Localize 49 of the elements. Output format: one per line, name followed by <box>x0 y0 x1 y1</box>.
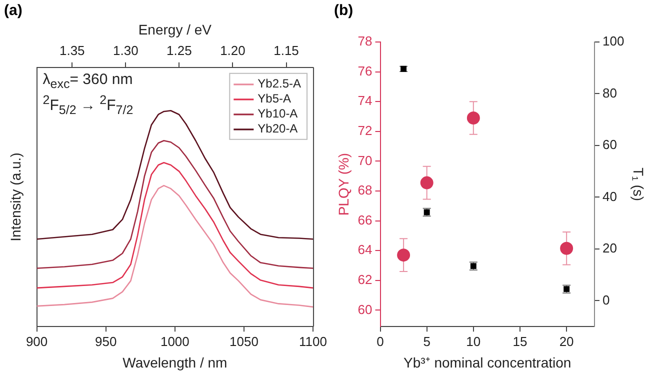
point <box>397 248 410 262</box>
y-tick-label: 70 <box>358 152 372 168</box>
text: λ$_{exc}$= 360 nm <box>42 71 133 92</box>
y2-tick-label: 100 <box>602 34 624 49</box>
legend-label: Yb20-A <box>258 122 298 136</box>
y-axis-title: Intensity (a.u.) <box>7 152 24 242</box>
y-tick-label: 78 <box>358 34 372 49</box>
x-tick-label: 1100 <box>299 334 328 349</box>
x-tick-label: 950 <box>95 334 117 349</box>
y2-tick-label: 80 <box>602 85 617 100</box>
x-axis-title: Wavelength / nm <box>122 354 228 370</box>
legend-label: Yb2.5-A <box>258 76 302 91</box>
x-tick-label: 15 <box>512 334 528 349</box>
x-tick-label: 20 <box>559 334 574 349</box>
y-tick-label: 76 <box>358 63 372 78</box>
y2-tick-label: 40 <box>602 188 617 204</box>
point <box>420 176 434 190</box>
y2-tick-label: 20 <box>602 240 617 256</box>
x2-tick-label: 1.25 <box>166 43 192 58</box>
y2-axis-title: T₁ (s) <box>630 168 647 202</box>
y-tick-label: 72 <box>358 122 372 138</box>
x-tick-label: 0 <box>376 334 384 349</box>
legend-label: Yb5-A <box>258 92 292 106</box>
x-tick-label: 5 <box>423 334 430 349</box>
y-tick-label: 66 <box>358 212 372 228</box>
x2-tick-label: 1.35 <box>59 43 85 58</box>
x2-tick-label: 1.20 <box>220 43 246 58</box>
x2-axis-title: Energy / eV <box>138 21 212 38</box>
y-tick-label: 74 <box>358 93 372 108</box>
y-tick-label: 64 <box>358 242 372 258</box>
x-tick-label: 10 <box>466 334 481 349</box>
chart-title: (b) <box>334 2 354 20</box>
y-tick-label: 68 <box>358 182 372 198</box>
x2-tick-label: 1.15 <box>274 43 299 58</box>
x-tick-label: 1000 <box>160 334 190 349</box>
point <box>560 242 574 255</box>
y2-tick-label: 60 <box>602 137 617 152</box>
x-axis-title: Yb³⁺ nominal concentration <box>404 354 572 370</box>
x2-tick-label: 1.30 <box>113 43 138 58</box>
point <box>466 111 480 124</box>
chart-title: (a) <box>4 2 22 20</box>
y-axis-title: PLQY (%) <box>335 152 352 216</box>
x-tick-label: 1050 <box>230 334 258 349</box>
y2-tick-label: 0 <box>602 292 610 308</box>
annotation: $^{2}$F$_{5/2}$ → $^{2}$F$_{7/2}$ <box>42 93 134 118</box>
x-tick-label: 900 <box>26 334 48 349</box>
y-tick-label: 60 <box>358 302 372 317</box>
legend-label: Yb10-A <box>258 106 298 121</box>
y-tick-label: 62 <box>358 272 372 287</box>
